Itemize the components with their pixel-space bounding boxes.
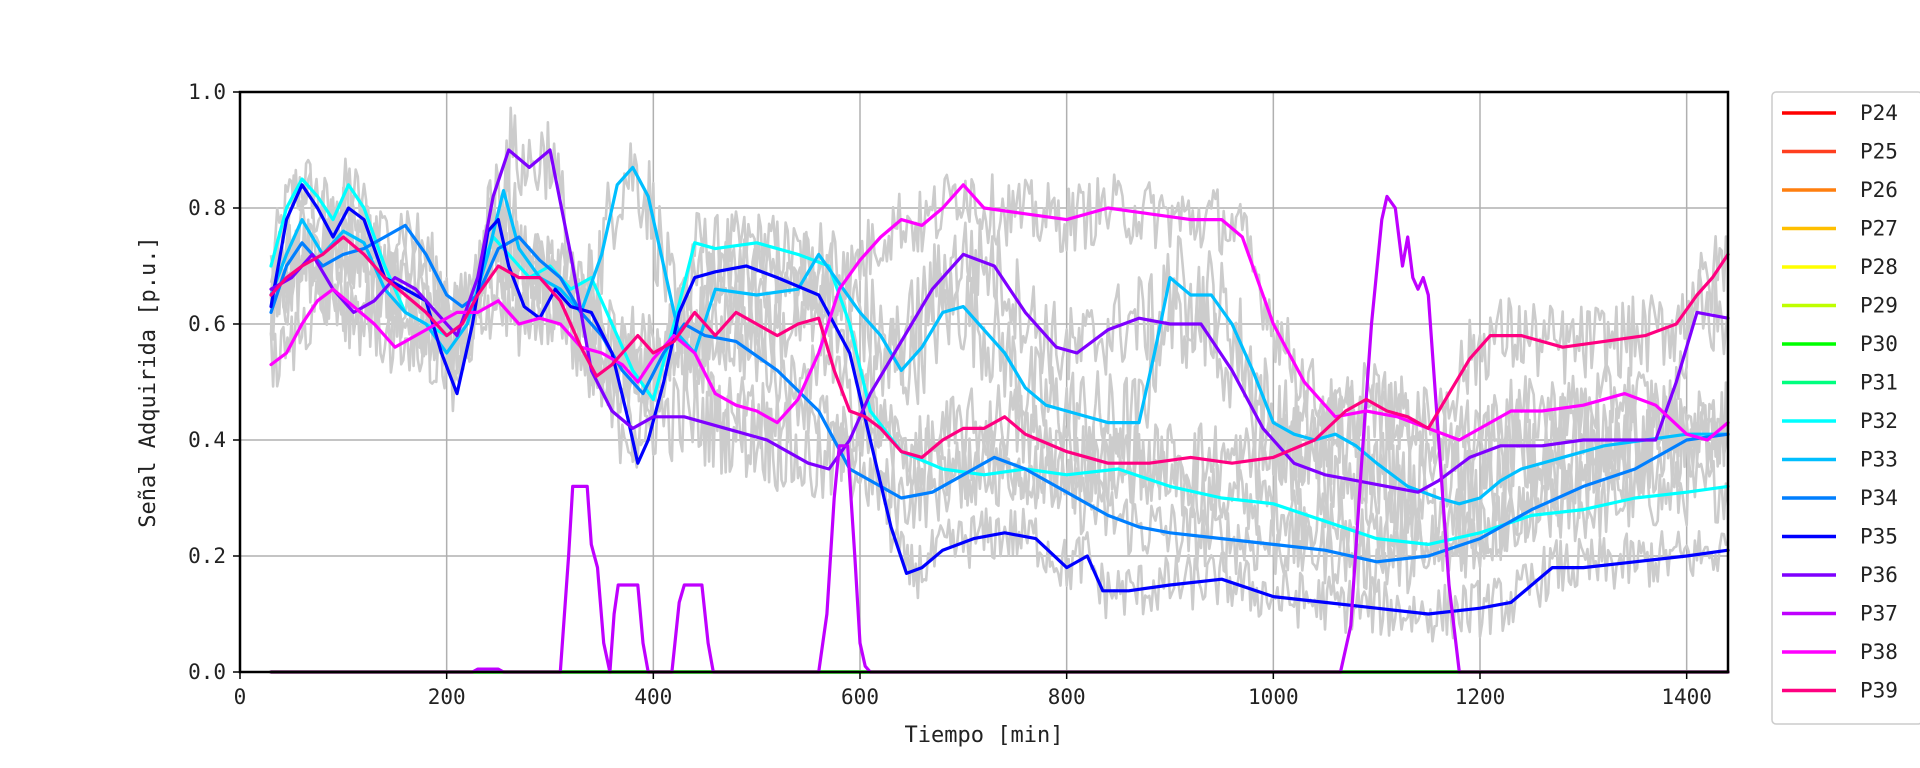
y-tick-label: 0.6 [188, 312, 226, 336]
x-axis-ticks: 0 200 400 600 800 1000 1200 1400 [234, 672, 1712, 709]
y-tick-label: 0.2 [188, 544, 226, 568]
y-axis-ticks: 0.0 0.2 0.4 0.6 0.8 1.0 [188, 80, 240, 684]
legend-label-p35: P35 [1860, 525, 1898, 549]
x-tick-label: 800 [1048, 685, 1086, 709]
series-line-p32 [269, 177, 1730, 547]
legend-label-p32: P32 [1860, 409, 1898, 433]
x-tick-label: 400 [634, 685, 672, 709]
series-line-p35 [269, 183, 1730, 616]
series-line-p36 [269, 148, 1730, 494]
legend-label-p28: P28 [1860, 255, 1898, 279]
x-tick-label: 1000 [1248, 685, 1299, 709]
y-axis-label: Señal Adquirida [p.u.] [136, 236, 161, 527]
series-line-p38 [269, 183, 1730, 442]
legend-label-p38: P38 [1860, 640, 1898, 664]
legend-label-p25: P25 [1860, 140, 1898, 164]
legend-label-p36: P36 [1860, 563, 1898, 587]
legend-label-p34: P34 [1860, 486, 1898, 510]
y-tick-label: 0.0 [188, 660, 226, 684]
legend-label-p26: P26 [1860, 178, 1898, 202]
plot-area-frame [238, 90, 1730, 674]
series-line-p39 [269, 235, 1730, 465]
x-tick-label: 1200 [1455, 685, 1506, 709]
legend-label-p27: P27 [1860, 217, 1898, 241]
raw-P36-trace [269, 106, 1730, 527]
x-tick-label: 0 [234, 685, 247, 709]
legend-box [1771, 91, 1920, 725]
legend-label-p24: P24 [1860, 101, 1898, 125]
legend-label-p37: P37 [1860, 602, 1898, 626]
legend-label-p31: P31 [1860, 371, 1898, 395]
x-axis-label: Tiempo [min] [905, 723, 1064, 748]
x-tick-label: 1400 [1661, 685, 1712, 709]
y-tick-label: 0.4 [188, 428, 226, 452]
legend-label-p33: P33 [1860, 448, 1898, 472]
x-tick-label: 600 [841, 685, 879, 709]
legend: P24 P25 P26 P27 P28 P29 P30 P31 P32 P33 P34 P35 P36 P… [1771, 91, 1920, 725]
legend-label-p39: P39 [1860, 679, 1898, 703]
series-line-p34 [269, 223, 1730, 564]
y-tick-label: 1.0 [188, 80, 226, 104]
y-tick-label: 0.8 [188, 196, 226, 220]
raw-P39-trace [269, 200, 1730, 505]
legend-label-p30: P30 [1860, 332, 1898, 356]
x-tick-label: 200 [428, 685, 466, 709]
legend-label-p29: P29 [1860, 294, 1898, 318]
